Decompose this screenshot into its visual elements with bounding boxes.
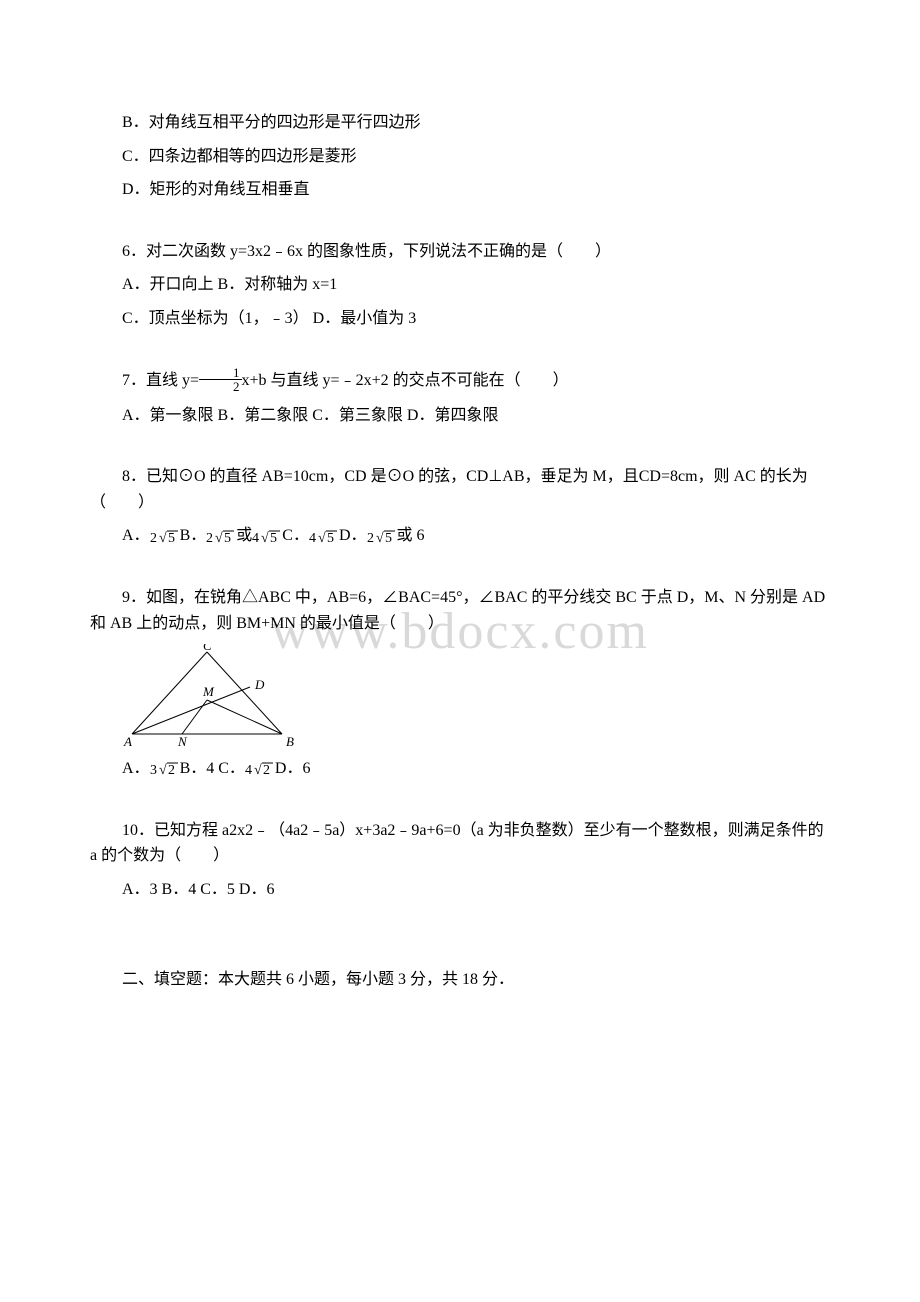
q9-diagram: A B C D M N	[122, 644, 830, 752]
q6-options-cd: C．顶点坐标为（1，﹣3） D．最小值为 3	[90, 306, 830, 332]
expr-4root5-c: 4√5	[309, 528, 339, 546]
expr-4root5-b: 4√5	[252, 528, 282, 546]
svg-text:D: D	[254, 677, 265, 692]
svg-text:4: 4	[309, 531, 316, 546]
q10-options: A．3 B．4 C．5 D．6	[90, 877, 830, 903]
q9-options: A．3√2B．4 C．4√2D．6	[90, 756, 830, 782]
q8-opt-b-pre: B．	[180, 527, 207, 544]
svg-text:B: B	[286, 734, 294, 749]
fraction-numerator: 1	[199, 366, 242, 380]
option-c: C．四条边都相等的四边形是菱形	[90, 144, 830, 170]
q9-opt-b: B．4 C．	[180, 760, 245, 777]
triangle-diagram-svg: A B C D M N	[122, 644, 307, 752]
option-d: D．矩形的对角线互相垂直	[90, 177, 830, 203]
svg-text:2: 2	[263, 763, 270, 778]
svg-text:M: M	[202, 684, 215, 699]
svg-text:√: √	[318, 531, 326, 546]
expr-2root5-a: 2√5	[150, 528, 180, 546]
svg-text:A: A	[123, 734, 132, 749]
svg-text:2: 2	[206, 531, 213, 546]
svg-text:√: √	[376, 531, 384, 546]
q7-stem: 7．直线 y=12x+b 与直线 y=﹣2x+2 的交点不可能在（ ）	[90, 368, 830, 395]
fraction-denominator: 2	[199, 380, 242, 393]
svg-text:√: √	[261, 531, 269, 546]
svg-text:5: 5	[385, 531, 392, 546]
section-2-heading: 二、填空题：本大题共 6 小题，每小题 3 分，共 18 分．	[90, 967, 830, 993]
page-content: B．对角线互相平分的四边形是平行四边形 C．四条边都相等的四边形是菱形 D．矩形…	[90, 110, 830, 992]
expr-3root2: 3√2	[150, 760, 180, 778]
q8-or-1: 或	[236, 527, 252, 544]
q7-options: A．第一象限 B．第二象限 C．第三象限 D．第四象限	[90, 403, 830, 429]
q6-stem: 6．对二次函数 y=3x2﹣6x 的图象性质，下列说法不正确的是（ ）	[90, 239, 830, 265]
svg-text:5: 5	[168, 531, 175, 546]
svg-text:2: 2	[168, 763, 175, 778]
q7-stem-pre: 7．直线 y=	[122, 372, 199, 389]
svg-text:2: 2	[367, 531, 374, 546]
option-b: B．对角线互相平分的四边形是平行四边形	[90, 110, 830, 136]
q8-stem: 8．已知⊙O 的直径 AB=10cm，CD 是⊙O 的弦，CD⊥AB，垂足为 M…	[90, 464, 830, 515]
q8-opt-c-pre: C．	[282, 527, 309, 544]
svg-text:4: 4	[252, 531, 259, 546]
q9-stem: 9．如图，在锐角△ABC 中，AB=6，∠BAC=45°，∠BAC 的平分线交 …	[90, 585, 830, 636]
svg-text:√: √	[159, 763, 167, 778]
svg-text:√: √	[159, 531, 167, 546]
svg-text:5: 5	[270, 531, 277, 546]
svg-text:N: N	[177, 734, 188, 749]
svg-text:√: √	[215, 531, 223, 546]
expr-2root5-b: 2√5	[206, 528, 236, 546]
fraction-one-half: 12	[199, 366, 242, 393]
svg-text:C: C	[203, 644, 212, 653]
expr-2root5-d: 2√5	[367, 528, 397, 546]
svg-text:2: 2	[150, 531, 157, 546]
svg-text:5: 5	[224, 531, 231, 546]
expr-4root2: 4√2	[245, 760, 275, 778]
svg-text:3: 3	[150, 763, 157, 778]
q7-stem-mid: x+b 与直线 y=﹣2x+2 的交点不可能在（ ）	[242, 372, 569, 389]
svg-text:√: √	[254, 763, 262, 778]
q8-stem-text: 8．已知⊙O 的直径 AB=10cm，CD 是⊙O 的弦，CD⊥AB，垂足为 M…	[90, 468, 808, 511]
q8-opt-d-pre: D．	[339, 527, 367, 544]
q6-options-ab: A．开口向上 B．对称轴为 x=1	[90, 272, 830, 298]
svg-text:4: 4	[245, 763, 252, 778]
q8-options: A．2√5B．2√5或4√5C．4√5D．2√5或 6	[90, 523, 830, 549]
q8-or-6: 或 6	[397, 527, 425, 544]
q8-opt-a-pre: A．	[122, 527, 150, 544]
q10-stem: 10．已知方程 a2x2﹣（4a2﹣5a）x+3a2﹣9a+6=0（a 为非负整…	[90, 818, 830, 869]
q9-opt-d: D．6	[275, 760, 311, 777]
svg-text:5: 5	[327, 531, 334, 546]
q9-opt-a-pre: A．	[122, 760, 150, 777]
